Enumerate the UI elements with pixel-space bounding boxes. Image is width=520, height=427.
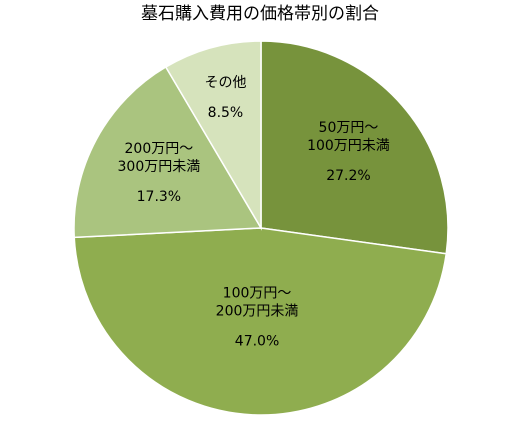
pie-slice bbox=[73, 66, 263, 239]
value-label: 27.2% bbox=[326, 168, 370, 184]
slice-label: 300万円未満 bbox=[118, 159, 201, 175]
value-label: 17.3% bbox=[137, 189, 181, 205]
slice-label: 200万円未満 bbox=[216, 304, 299, 320]
value-label: 8.5% bbox=[208, 105, 244, 121]
chart-title: 墓石購入費用の価格帯別の割合 bbox=[141, 4, 379, 24]
slice-label: 100万円未満 bbox=[307, 138, 390, 154]
slice-label: 100万円～ bbox=[223, 286, 292, 302]
pie-slice bbox=[73, 227, 448, 416]
pie-slice bbox=[260, 40, 449, 255]
slice-label: 200万円～ bbox=[125, 141, 194, 157]
slice-label: 50万円～ bbox=[319, 120, 379, 136]
pie-slice bbox=[164, 40, 262, 231]
slice-label: その他 bbox=[204, 75, 246, 91]
value-label: 47.0% bbox=[235, 334, 279, 350]
